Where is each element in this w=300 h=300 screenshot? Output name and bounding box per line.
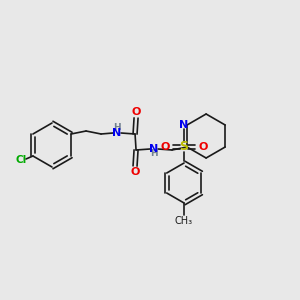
Text: Cl: Cl	[15, 155, 27, 165]
Text: H: H	[113, 124, 121, 133]
Text: O: O	[198, 142, 208, 152]
Text: O: O	[160, 142, 170, 152]
Text: O: O	[130, 167, 140, 177]
Text: N: N	[112, 128, 122, 138]
Text: O: O	[131, 107, 141, 117]
Text: S: S	[180, 140, 189, 154]
Text: CH₃: CH₃	[175, 216, 193, 226]
Text: N: N	[179, 120, 189, 130]
Text: N: N	[149, 144, 159, 154]
Text: H: H	[150, 149, 158, 158]
